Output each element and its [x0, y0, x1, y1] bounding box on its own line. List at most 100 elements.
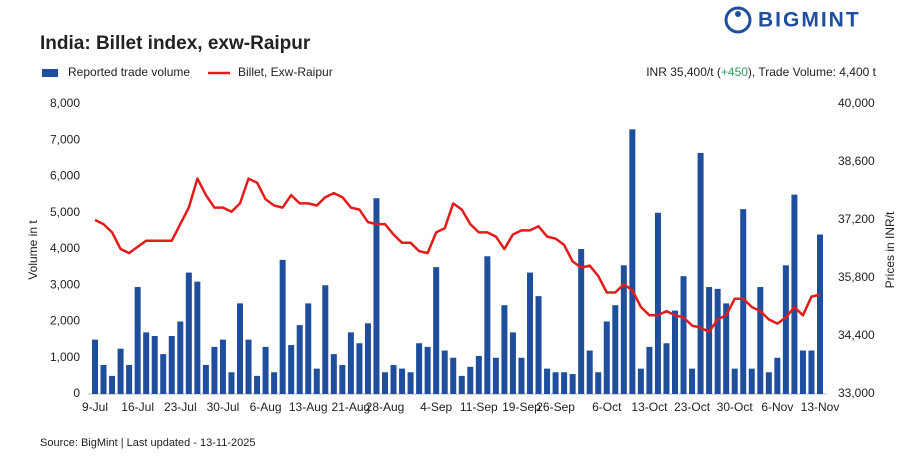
bar: [475, 355, 482, 394]
bar: [245, 339, 252, 394]
x-tick-label: 26-Sep: [536, 400, 575, 414]
x-tick-label: 23-Oct: [674, 400, 711, 414]
bar: [527, 272, 533, 394]
bar: [620, 265, 627, 394]
legend-swatch: [42, 69, 58, 77]
bar: [305, 303, 312, 394]
y-tick-label: 0: [73, 386, 80, 400]
x-tick-label: 28-Aug: [366, 400, 405, 414]
y-tick-label: 6,000: [50, 169, 80, 183]
bar: [672, 310, 678, 394]
bar: [271, 372, 278, 394]
y-tick-label: 5,000: [50, 205, 80, 219]
bar: [680, 276, 687, 394]
bar: [765, 372, 772, 394]
bar: [228, 372, 235, 394]
x-tick-label: 11-Sep: [460, 400, 498, 414]
bar: [313, 368, 320, 394]
headline-change: +450: [721, 65, 748, 79]
bar: [569, 374, 576, 394]
headline: INR 35,400/t (+450), Trade Volume: 4,400…: [646, 65, 876, 79]
y2-tick-label: 40,000: [838, 96, 875, 110]
y2-tick-label: 38,600: [838, 154, 875, 168]
source: Source: BigMint | Last updated - 13-11-2…: [40, 437, 255, 449]
bar: [706, 287, 713, 394]
legend-label: Billet, Exw-Raipur: [238, 65, 333, 79]
bar: [117, 348, 124, 394]
bar: [177, 321, 184, 394]
bar: [185, 272, 192, 394]
bar: [578, 249, 585, 394]
bar: [561, 372, 568, 394]
logo-icon: [724, 6, 752, 34]
y-tick-label: 4,000: [50, 241, 80, 255]
bar: [254, 375, 261, 394]
bar: [757, 287, 764, 394]
bar: [808, 350, 815, 394]
x-tick-label: 21-Aug: [332, 400, 371, 414]
x-tick-label: 9-Jul: [82, 400, 108, 414]
y2-tick-label: 34,400: [838, 328, 875, 342]
bar: [552, 372, 559, 394]
bar: [612, 305, 619, 394]
bar: [433, 267, 440, 394]
bar: [782, 265, 789, 394]
bar: [143, 332, 150, 394]
bar: [237, 303, 243, 394]
bar: [458, 375, 465, 394]
y2-tick-label: 37,200: [838, 212, 875, 226]
bar: [774, 357, 781, 394]
bar: [399, 368, 406, 394]
bar: [518, 357, 525, 394]
bar: [663, 343, 670, 394]
bar: [817, 234, 823, 394]
bar: [373, 198, 380, 394]
bar: [296, 325, 303, 394]
bar: [160, 354, 167, 394]
x-tick-label: 4-Sep: [420, 400, 452, 414]
bar: [646, 346, 653, 394]
bar: [356, 343, 363, 394]
x-tick-label: 16-Jul: [121, 400, 154, 414]
y2-axis-title: Prices in INR/t: [883, 211, 897, 288]
bar: [467, 366, 474, 394]
x-tick-label: 13-Oct: [631, 400, 668, 414]
y-tick-label: 1,000: [50, 350, 80, 364]
bar: [492, 357, 499, 394]
bar: [211, 346, 218, 394]
brand: BIGMINT: [758, 9, 861, 32]
bar: [629, 129, 636, 394]
bar: [544, 368, 551, 394]
y-tick-label: 8,000: [50, 96, 80, 110]
bar: [151, 336, 158, 394]
y-tick-label: 7,000: [50, 132, 80, 146]
bar: [262, 346, 269, 394]
x-tick-label: 13-Nov: [801, 400, 840, 414]
bar: [92, 339, 98, 394]
bar: [339, 365, 346, 394]
legend-label: Reported trade volume: [68, 65, 190, 79]
bar: [194, 281, 201, 394]
bar: [168, 336, 175, 394]
x-tick-label: 6-Nov: [761, 400, 793, 414]
bar: [416, 343, 423, 394]
chart-title: India: Billet index, exw-Raipur: [40, 33, 311, 54]
bar: [697, 152, 704, 394]
x-tick-label: 19-Sep: [502, 400, 541, 414]
x-tick-label: 13-Aug: [289, 400, 328, 414]
bar: [424, 346, 431, 394]
bar: [109, 375, 116, 394]
bar: [322, 285, 329, 394]
y-axis-title: Volume in t: [26, 220, 40, 280]
x-tick-label: 6-Oct: [592, 400, 622, 414]
bar: [219, 339, 226, 394]
bar: [637, 368, 644, 394]
bar: [731, 368, 738, 394]
line: [94, 177, 821, 334]
bar: [202, 365, 209, 394]
bar: [407, 372, 414, 394]
bar: [603, 321, 610, 394]
bar: [450, 357, 457, 394]
y-tick-label: 2,000: [50, 314, 80, 328]
